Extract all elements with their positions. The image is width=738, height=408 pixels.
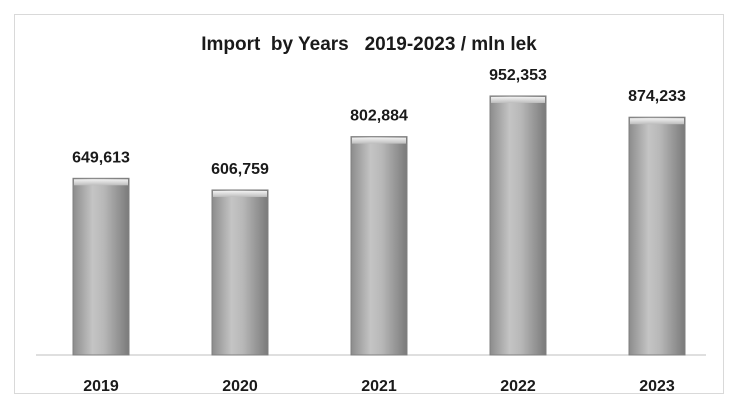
data-label-2022: 952,353 bbox=[489, 67, 547, 84]
bar-2021 bbox=[350, 136, 408, 356]
x-tick-label-2019: 2019 bbox=[83, 378, 119, 395]
data-label-2023: 874,233 bbox=[628, 88, 686, 105]
data-label-2020: 606,759 bbox=[211, 161, 269, 178]
data-label-2019: 649,613 bbox=[72, 149, 130, 166]
bar-body-2023 bbox=[628, 116, 686, 356]
bar-2020 bbox=[211, 189, 269, 356]
x-tick-label-2023: 2023 bbox=[639, 378, 675, 395]
bar-body-2019 bbox=[72, 177, 130, 356]
bar-body-2020 bbox=[211, 189, 269, 356]
bar-body-2022 bbox=[489, 95, 547, 356]
x-tick-label-2021: 2021 bbox=[361, 378, 397, 395]
bar-2019 bbox=[72, 177, 130, 356]
bar-cap-2021 bbox=[352, 137, 406, 144]
bars-layer: 649,613 2019 606,759 2020 802,884 2021 952,353… bbox=[72, 67, 686, 395]
x-tick-label-2020: 2020 bbox=[222, 378, 258, 395]
bar-2022 bbox=[489, 95, 547, 356]
bar-cap-2020 bbox=[213, 190, 267, 197]
bar-2023 bbox=[628, 116, 686, 356]
x-tick-label-2022: 2022 bbox=[500, 378, 536, 395]
bar-cap-2023 bbox=[630, 118, 684, 125]
bar-body-2021 bbox=[350, 136, 408, 356]
bar-cap-2022 bbox=[491, 96, 545, 103]
data-label-2021: 802,884 bbox=[350, 108, 408, 125]
chart-title: Import by Years 2019-2023 / mln lek bbox=[201, 34, 537, 55]
bar-cap-2019 bbox=[74, 179, 128, 186]
